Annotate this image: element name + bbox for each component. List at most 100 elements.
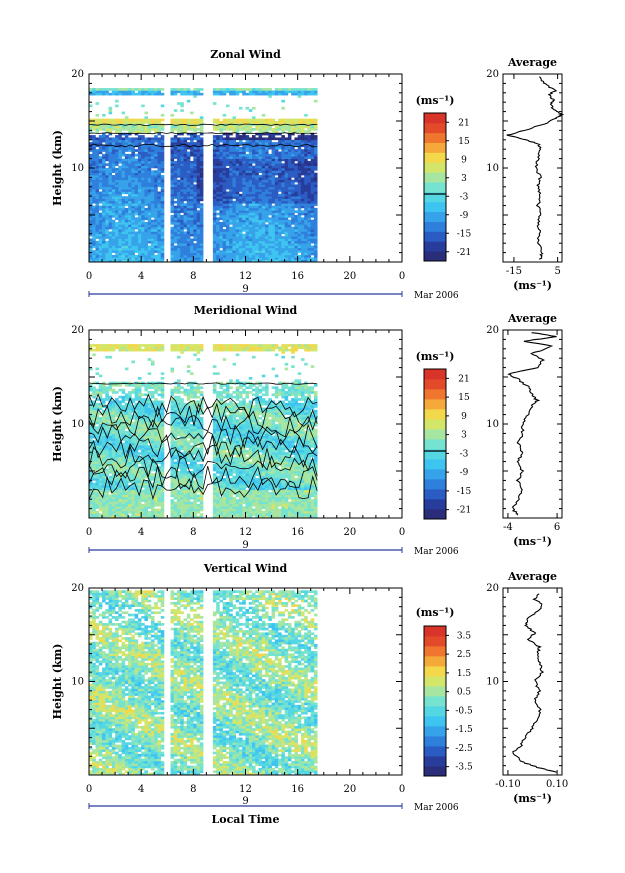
colorbar-swatch (424, 696, 446, 707)
colorbar-swatch (424, 716, 446, 727)
colorbar-tick-label: 15 (458, 137, 470, 147)
colorbar-swatch (424, 746, 446, 757)
panel-vert: Vertical Wind 10 20 Height (km) 0 4 8 12 16 20 0 9 M… (51, 562, 568, 826)
average-profile: Average 10 20 -0.10 0.10 (ms⁻¹) (486, 570, 568, 805)
colorbar-tick-label: 0.5 (457, 688, 472, 698)
y-axis-label: Height (km) (51, 386, 64, 462)
colorbar-tick-label: 3 (461, 174, 467, 184)
colorbar: (ms⁻¹) -21 -15 -9 -3 3 9 15 21 (416, 94, 472, 262)
colorbar-tick-label: 1.5 (457, 669, 472, 679)
average-title: Average (507, 312, 557, 325)
average-x-tick-label: 0.10 (546, 779, 568, 790)
zero-contours (88, 382, 318, 501)
y-tick-label: 20 (71, 69, 84, 80)
colorbar-swatch (424, 162, 446, 173)
colorbar-swatch (424, 429, 446, 440)
colorbar-tick-label: -2.5 (455, 744, 473, 754)
colorbar-swatch (424, 726, 446, 737)
panel-zonal: Zonal Wind 10 20 Height (km) 0 4 8 12 16 20 0 9 Mar … (51, 48, 565, 301)
x-tick-label: 8 (190, 271, 196, 282)
colorbar-swatch (424, 676, 446, 687)
average-frame (502, 329, 563, 519)
x-tick-label: 20 (343, 784, 356, 795)
colorbar-swatch (424, 113, 446, 124)
colorbar-tick-label: -3 (460, 192, 469, 202)
colorbar-swatch (424, 409, 446, 420)
y-tick-label: 20 (71, 583, 84, 594)
colorbar-swatch (424, 251, 446, 262)
x-axis: 0 4 8 12 16 20 0 (86, 588, 405, 795)
average-x-label: (ms⁻¹) (513, 535, 552, 548)
average-y-tick-label: 10 (486, 677, 499, 688)
x-tick-label: 16 (291, 271, 304, 282)
x-tick-label: 12 (239, 784, 252, 795)
average-profile: Average 10 20 -4 6(ms⁻¹) (486, 312, 563, 548)
x-tick-label: 0 (399, 784, 405, 795)
x-tick-label: 4 (138, 271, 144, 282)
colorbar-swatch (424, 132, 446, 143)
colorbar-swatch (424, 182, 446, 193)
colorbar-tick-label: 21 (458, 118, 469, 128)
colorbar-tick-label: -3 (460, 449, 469, 459)
average-profile: Average 10 20 -15 5(ms⁻¹) (486, 56, 565, 292)
colorbar-frame (423, 625, 447, 777)
colorbar-tick-label: 15 (458, 393, 470, 403)
average-y-tick-label: 10 (486, 163, 499, 174)
y-tick-label: 10 (71, 677, 84, 688)
colorbar-swatch (424, 656, 446, 667)
x-tick-label: 0 (86, 271, 92, 282)
colorbar-swatch (424, 646, 446, 657)
heatmap-cells (89, 88, 318, 263)
colorbar-swatch (424, 439, 446, 450)
colorbar-swatch (424, 221, 446, 232)
heatmap-cells (89, 590, 318, 776)
colorbar-swatch (424, 766, 446, 777)
colorbar-swatch (424, 479, 446, 490)
date-month-label: Mar 2006 (414, 803, 459, 813)
y-axis: 10 20 Height (km) (51, 583, 402, 776)
colorbar-swatch (424, 142, 446, 153)
colorbar-tick-label: -1.5 (455, 725, 473, 735)
colorbar-swatch (424, 756, 446, 767)
average-y-tick-label: 20 (486, 69, 499, 80)
x-tick-label: 8 (190, 784, 196, 795)
date-day-label: 9 (242, 284, 248, 295)
colorbar-tick-label: 9 (461, 155, 467, 165)
colorbar-tick-label: 3.5 (457, 631, 472, 641)
colorbar-tick-label: 21 (458, 374, 469, 384)
average-x-tick-label: 6 (554, 522, 560, 533)
average-y-tick-label: 20 (486, 583, 499, 594)
colorbar-unit: (ms⁻¹) (416, 350, 455, 363)
x-tick-label: 0 (86, 527, 92, 538)
average-x-tick-label: -0.10 (495, 779, 521, 790)
colorbar-tick-label: -21 (457, 506, 472, 516)
x-tick-label: 16 (291, 784, 304, 795)
colorbar-tick-label: -0.5 (455, 706, 473, 716)
panel-title: Vertical Wind (203, 562, 288, 575)
colorbar-tick-label: -15 (457, 487, 472, 497)
average-title: Average (507, 570, 557, 583)
colorbar-swatch (424, 706, 446, 717)
colorbar-swatch (424, 489, 446, 500)
average-line (506, 76, 565, 260)
colorbar-swatch (424, 686, 446, 697)
colorbar-frame (423, 368, 447, 520)
date-month-label: Mar 2006 (414, 291, 459, 301)
colorbar-tick-label: 2.5 (457, 650, 472, 660)
zero-contours (88, 123, 318, 148)
colorbar: (ms⁻¹) -21 -15 -9 -3 3 9 15 21 (416, 350, 472, 520)
colorbar-swatch (424, 736, 446, 747)
x-axis: 0 4 8 12 16 20 0 (86, 330, 405, 538)
x-tick-label: 0 (399, 271, 405, 282)
colorbar-swatch (424, 419, 446, 430)
x-tick-label: 12 (239, 527, 252, 538)
colorbar-tick-label: -3.5 (455, 763, 473, 773)
average-x-tick-label: -4 (503, 522, 513, 533)
colorbar: (ms⁻¹) -3.5 -2.5 -1.5 -0.5 0.5 1.5 2.5 3.5 (416, 606, 473, 777)
average-y-tick-label: 20 (486, 325, 499, 336)
panel-title: Meridional Wind (194, 304, 298, 317)
colorbar-frame (423, 112, 447, 262)
colorbar-swatch (424, 191, 446, 203)
